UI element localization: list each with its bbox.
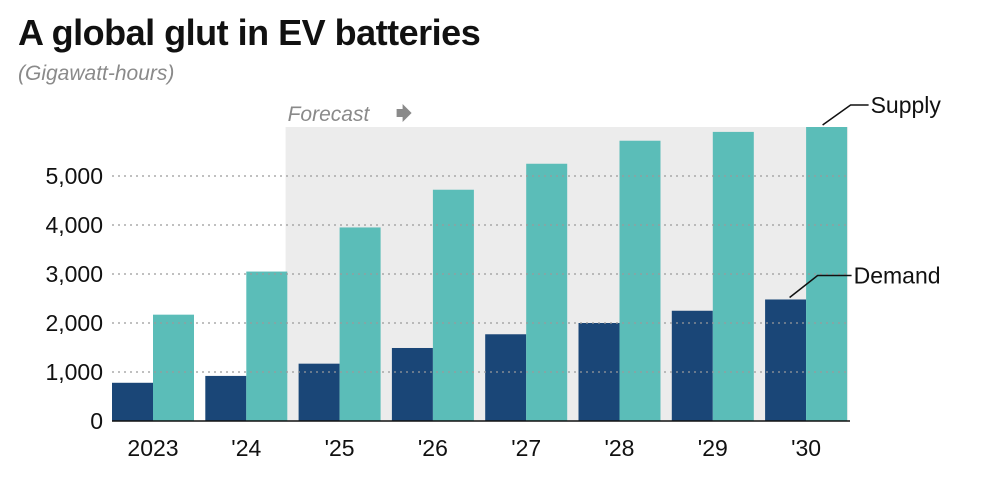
- x-tick-label: '28: [605, 435, 635, 461]
- y-tick-label: 0: [90, 408, 103, 434]
- bar-demand: [671, 310, 713, 421]
- forecast-label: Forecast: [288, 103, 371, 126]
- y-tick-label: 1,000: [45, 359, 103, 385]
- supply-leader-line: [822, 104, 869, 126]
- x-tick-label: '25: [325, 435, 355, 461]
- bar-supply: [712, 131, 754, 421]
- legend-demand: Demand: [854, 262, 941, 288]
- chart-subtitle: (Gigawatt-hours): [18, 62, 175, 85]
- bar-supply: [339, 227, 381, 421]
- bar-demand: [112, 382, 153, 421]
- bar-demand: [205, 375, 247, 421]
- x-tick-label: '27: [511, 435, 541, 461]
- y-tick-label: 2,000: [45, 310, 103, 336]
- chart-title: A global glut in EV batteries: [18, 12, 481, 53]
- bar-supply: [526, 163, 568, 421]
- demand-leader-line: [789, 274, 852, 299]
- bar-demand: [391, 347, 433, 421]
- x-tick-label: 2023: [127, 435, 178, 461]
- bar-demand: [298, 363, 340, 421]
- legend-supply: Supply: [871, 92, 942, 118]
- y-tick-label: 5,000: [45, 163, 103, 189]
- x-tick-label: '29: [698, 435, 728, 461]
- bar-supply: [246, 271, 288, 421]
- y-tick-label: 3,000: [45, 261, 103, 287]
- bar-demand: [485, 334, 527, 421]
- x-tick-label: '26: [418, 435, 448, 461]
- x-tick-label: '30: [791, 435, 821, 461]
- y-tick-label: 4,000: [45, 212, 103, 238]
- bar-demand: [765, 299, 807, 421]
- bar-supply: [432, 189, 474, 421]
- forecast-arrow-icon: [396, 104, 412, 122]
- x-tick-label: '24: [231, 435, 261, 461]
- bar-supply: [153, 314, 194, 421]
- bar-supply: [619, 140, 661, 421]
